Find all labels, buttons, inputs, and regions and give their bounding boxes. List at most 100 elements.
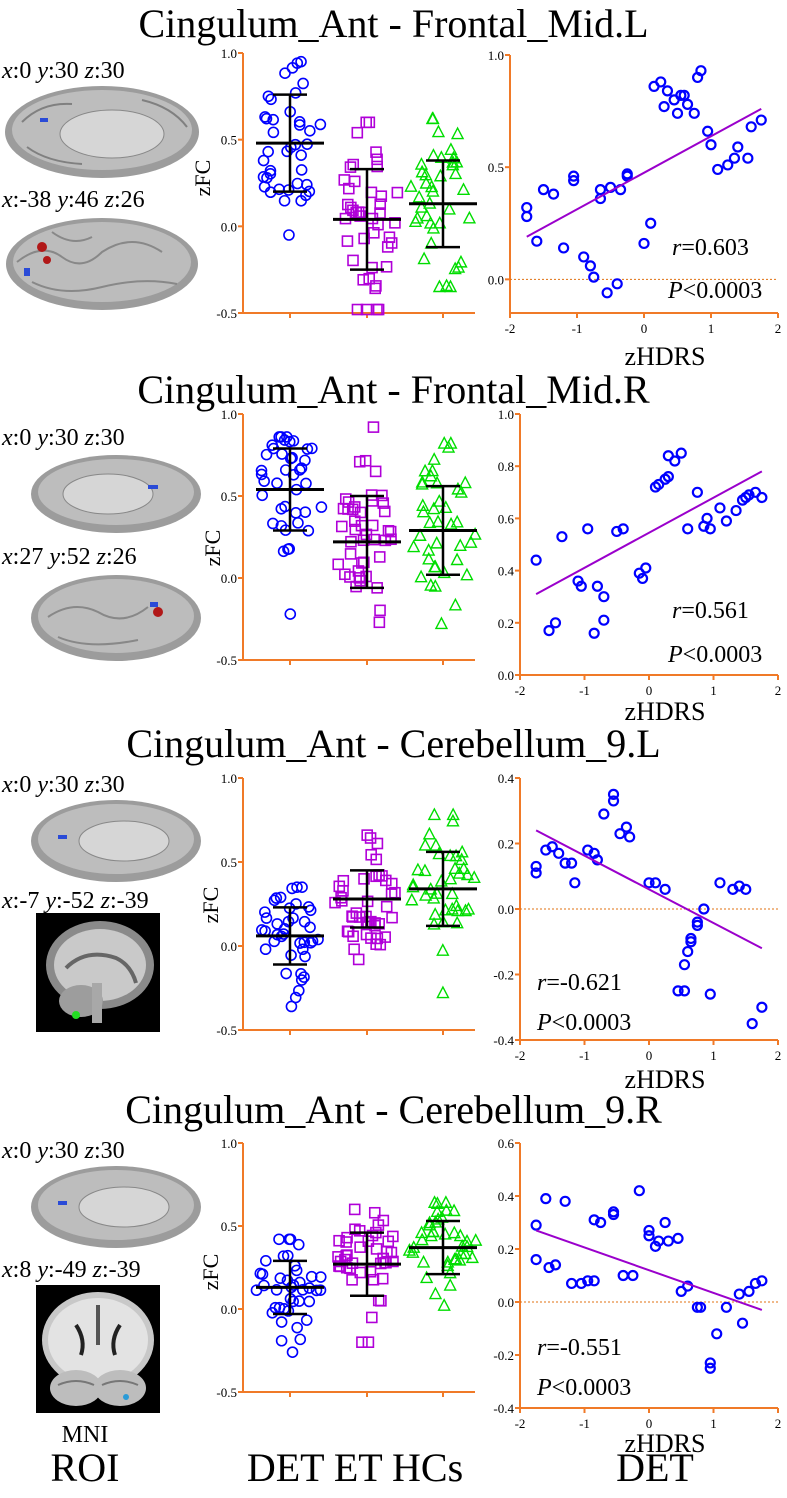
corr-x-tick-label: 0: [641, 321, 648, 336]
corr-x-tick-label: -2: [505, 321, 516, 336]
dot-et-point: [334, 1255, 347, 1268]
dot-et-point: [352, 953, 365, 966]
corr-det-point: [691, 486, 703, 498]
corr-det-point: [627, 1269, 639, 1282]
dot-det-point: [279, 67, 291, 80]
corr-det-point: [559, 857, 571, 869]
roi-coord-4a: x:0 y:30 z:30: [2, 1138, 125, 1164]
corr-x-tick-label: 0: [646, 1416, 653, 1431]
dot-det-point: [285, 1000, 298, 1013]
dot-det-point: [304, 937, 317, 949]
dot-hcs-point: [424, 179, 439, 193]
brain-lateral-view-2: [31, 575, 201, 661]
dot-hcs-point: [449, 848, 463, 862]
dot-et-point: [382, 524, 395, 537]
panel-title-1: Cingulum_Ant - Frontal_Mid.L: [138, 1, 649, 46]
dot-et-point: [356, 1336, 368, 1348]
dot-hcs-point: [451, 260, 466, 273]
dot-hcs-point: [419, 1270, 434, 1284]
corr-y-tick-label: 0.4: [498, 564, 515, 579]
dot-det-point: [298, 915, 311, 928]
dot-det-point: [303, 1295, 316, 1308]
dot-hcs-point: [415, 474, 429, 488]
corr-y-tick-label: -0.4: [493, 1401, 514, 1416]
dot-y-tick-label: 0.0: [221, 939, 237, 954]
dot-hcs-point: [410, 210, 425, 224]
corr-det-point: [711, 1328, 723, 1340]
dot-hcs-point: [428, 559, 442, 573]
dot-et-point: [350, 580, 362, 593]
corr-x-tick-label: 0: [646, 683, 653, 698]
dot-det-point: [276, 448, 288, 460]
dot-det-point: [277, 928, 290, 940]
corr-det-point: [638, 237, 650, 250]
corr-det-point: [578, 251, 590, 263]
dot-et-point: [370, 853, 383, 866]
dot-det-point: [264, 164, 277, 177]
corr-det-point: [745, 121, 757, 133]
dot-et-point: [371, 153, 383, 166]
dot-hcs-point: [447, 1203, 461, 1217]
dot-det-point: [298, 971, 310, 983]
corr-det-point: [620, 821, 633, 833]
dot-et-point: [379, 931, 391, 943]
dot-et-point: [353, 455, 366, 468]
dot-et-point: [354, 1241, 366, 1253]
corr-fit-line: [535, 1229, 763, 1311]
corr-det-point: [655, 76, 667, 88]
dot-et-point: [354, 210, 366, 222]
corr-det-point: [649, 877, 662, 889]
corr-det-point: [704, 1362, 716, 1374]
corr-det-point: [756, 1275, 768, 1287]
dot-hcs-point: [419, 888, 433, 901]
dot-hcs-point: [458, 475, 472, 489]
dot-det-point: [293, 116, 306, 128]
dot-et-point: [333, 880, 346, 893]
corr-x-tick-label: 2: [775, 683, 782, 698]
corr-x-tick-label: 1: [708, 321, 715, 336]
dot-y-tick-label: 0.0: [221, 1302, 237, 1317]
dot-hcs-point: [412, 189, 426, 203]
dot-hcs-point: [464, 535, 478, 548]
brain-medial-view-1: [5, 86, 199, 178]
corr-y-tick-label: -0.4: [493, 1033, 514, 1048]
dot-det-point: [290, 898, 302, 910]
dot-det-point: [297, 77, 309, 90]
corr-det-point: [694, 1301, 707, 1313]
corr-y-tick-label: 0.4: [498, 1189, 515, 1204]
dot-det-point: [314, 1271, 327, 1283]
dot-det-point: [255, 468, 268, 481]
dot-et-point: [372, 303, 385, 316]
dot-hcs-point: [445, 886, 459, 900]
dot-hcs-point: [453, 1228, 467, 1242]
dot-hcs-point: [439, 278, 454, 292]
dot-det-point: [278, 194, 291, 207]
dot-det-point: [293, 119, 306, 131]
corr-det-point: [661, 85, 674, 97]
corr-det-point: [549, 1259, 562, 1271]
dot-hcs-point: [437, 436, 451, 449]
corr-det-point: [701, 512, 713, 525]
dot-det-point: [274, 1272, 287, 1284]
dot-hcs-point: [437, 1298, 451, 1311]
corr-det-point: [521, 210, 533, 223]
dot-hcs-point: [448, 597, 463, 611]
corr-y-tick-label: 0.4: [498, 771, 515, 786]
dot-det-point: [304, 904, 317, 917]
brain-medial-view-2: [31, 455, 201, 533]
dot-et-point: [332, 558, 345, 571]
corr-det-point: [722, 159, 734, 171]
corr-x-axis-label: zHDRS: [625, 1065, 706, 1094]
corr-y-tick-label: 1.0: [498, 407, 514, 422]
corr-det-point: [591, 580, 604, 592]
dot-y-axis-label: zFC: [190, 160, 215, 197]
dot-et-point: [373, 551, 386, 563]
corr-det-point: [594, 184, 607, 196]
dot-det-point: [260, 448, 273, 461]
dot-hcs-point: [445, 901, 459, 915]
dot-hcs-point: [422, 551, 436, 565]
corr-det-point: [704, 988, 716, 1000]
dot-y-tick-label: 0.5: [221, 133, 237, 148]
dot-det-point: [256, 489, 269, 502]
dot-hcs-point: [447, 1252, 462, 1265]
